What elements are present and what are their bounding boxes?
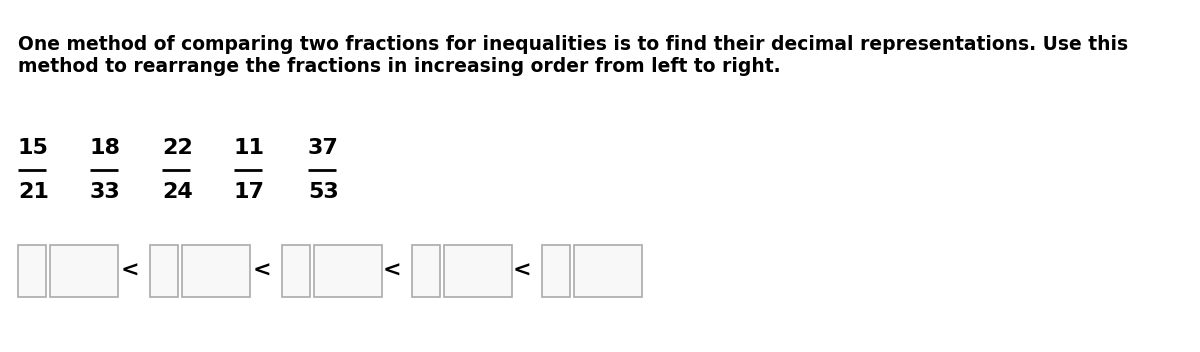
Text: 18: 18	[90, 138, 121, 158]
Text: 15: 15	[18, 138, 49, 158]
Text: One method of comparing two fractions for inequalities is to find their decimal : One method of comparing two fractions fo…	[18, 35, 1128, 76]
Text: 37: 37	[308, 138, 338, 158]
Text: 11: 11	[234, 138, 265, 158]
Bar	[412, 245, 440, 297]
Bar	[444, 245, 512, 297]
Bar	[50, 245, 118, 297]
Text: 24: 24	[162, 182, 193, 202]
Text: <: <	[121, 261, 139, 281]
Bar	[282, 245, 310, 297]
Text: <: <	[383, 261, 401, 281]
Text: <: <	[253, 261, 271, 281]
Text: 22: 22	[162, 138, 193, 158]
Text: 33: 33	[90, 182, 121, 202]
Bar	[18, 245, 46, 297]
Text: 21: 21	[18, 182, 49, 202]
Text: 53: 53	[308, 182, 338, 202]
Bar	[542, 245, 570, 297]
Bar	[182, 245, 250, 297]
Text: <: <	[512, 261, 532, 281]
Bar	[314, 245, 382, 297]
Bar	[574, 245, 642, 297]
Text: 17: 17	[234, 182, 265, 202]
Bar	[150, 245, 178, 297]
